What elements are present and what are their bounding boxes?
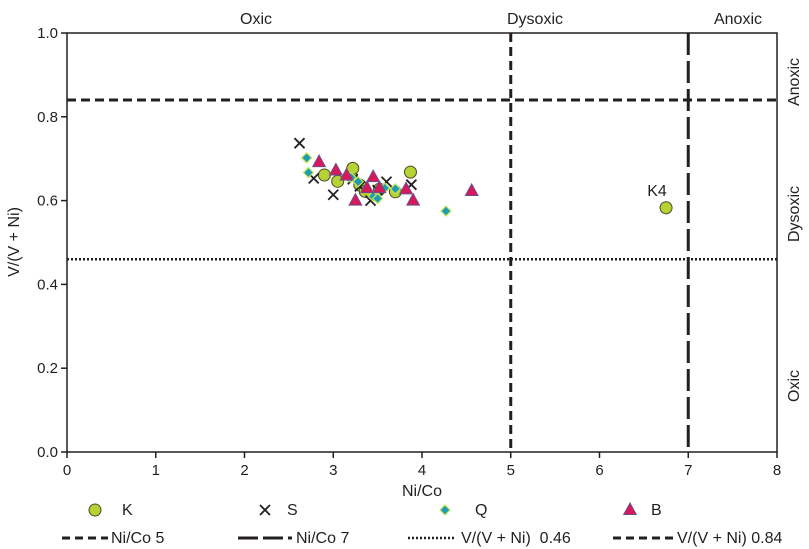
y-tick-label: 0.4: [37, 276, 58, 293]
top-zone-label-dysoxic: Dysoxic: [507, 11, 563, 28]
top-zone-label-anoxic: Anoxic: [714, 11, 762, 28]
x-tick-label: 2: [240, 462, 248, 479]
right-zone-label-oxic: Oxic: [786, 370, 803, 402]
data-point-b: [339, 167, 354, 181]
legend-label-b: B: [651, 502, 662, 519]
legend-marker-s: [259, 504, 271, 516]
reference-lines: [67, 33, 777, 452]
plot-frame: [66, 32, 778, 453]
legend-label-v-ratio-084: V/(V + Ni) 0.84: [677, 530, 782, 547]
data-point-b: [359, 179, 375, 194]
legend-label-k: K: [122, 502, 133, 519]
data-point-b: [311, 154, 327, 168]
y-axis-ticks: 0.0 0.2 0.4 0.6 0.8 1.0: [37, 25, 67, 461]
legend-marker-k: [88, 503, 102, 517]
right-zone-label-anoxic: Anoxic: [786, 58, 803, 106]
data-point-s: [293, 137, 306, 149]
x-tick-label: 6: [595, 462, 603, 479]
data-point-b: [328, 162, 344, 176]
legend-marker-b: [622, 501, 638, 516]
data-point-q: [302, 166, 315, 179]
x-tick-label: 3: [329, 462, 337, 479]
legend-label-s: S: [287, 502, 298, 519]
x-tick-label: 8: [773, 462, 781, 479]
data-point-b: [372, 179, 387, 194]
data-point-b: [464, 182, 479, 197]
x-tick-label: 5: [507, 462, 515, 479]
data-point-q: [300, 152, 313, 164]
x-tick-label: 4: [418, 462, 426, 479]
y-tick-label: 0.2: [37, 360, 58, 377]
x-axis-ticks: 0 1 2 3 4 5 6 7 8: [63, 452, 781, 479]
data-point-s: [327, 189, 339, 201]
y-tick-label: 0.8: [37, 109, 58, 126]
data-point-b: [405, 192, 421, 206]
data-point-k: [659, 201, 673, 215]
legend-marker-q: [439, 504, 451, 516]
x-axis-title: Ni/Co: [402, 483, 442, 500]
data-point-b: [398, 181, 414, 195]
data-point-k: [403, 165, 417, 179]
data-points: [293, 137, 673, 217]
legend-label-v-ratio-046: V/(V + Ni) 0.46: [461, 530, 571, 547]
data-point-b: [366, 169, 381, 183]
data-point-b: [348, 192, 363, 206]
legend-label-q: Q: [475, 502, 487, 519]
annotation-k4: K4: [647, 183, 667, 200]
legend: K S Q B Ni/Co 5 Ni/Co 7 V/(V + Ni) 0.46 …: [62, 501, 782, 547]
x-tick-label: 0: [63, 462, 71, 479]
y-tick-label: 0.0: [37, 444, 58, 461]
x-tick-label: 1: [152, 462, 160, 479]
data-point-q: [389, 183, 402, 195]
x-tick-label: 7: [684, 462, 692, 479]
legend-markers: [88, 501, 638, 517]
data-point-q: [371, 192, 384, 205]
top-zone-label-oxic: Oxic: [240, 11, 272, 28]
right-zone-label-dysoxic: Dysoxic: [786, 186, 803, 242]
legend-label-ni-co-5: Ni/Co 5: [111, 530, 164, 547]
data-point-k: [317, 168, 331, 182]
y-tick-label: 0.6: [37, 193, 58, 210]
y-tick-label: 1.0: [37, 25, 58, 42]
legend-label-ni-co-7: Ni/Co 7: [296, 530, 349, 547]
data-point-q: [352, 175, 364, 188]
y-axis-title: V/(V + Ni): [6, 207, 23, 277]
data-point-q: [440, 205, 452, 217]
